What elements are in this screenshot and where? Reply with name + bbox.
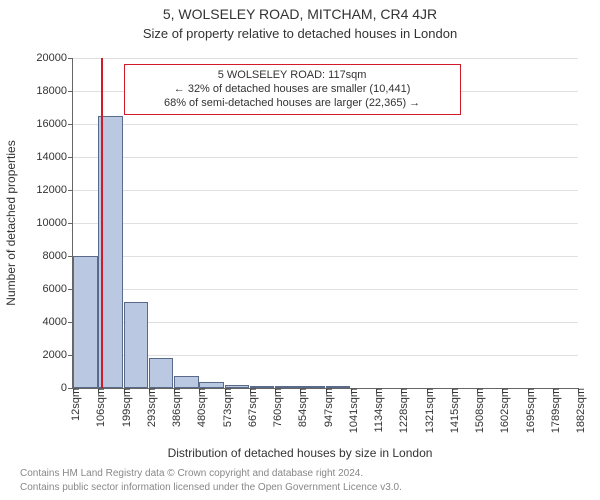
- histogram-bar: [73, 256, 98, 388]
- annotation-line: 5 WOLSELEY ROAD: 117sqm: [131, 69, 454, 83]
- ytick-label: 14000: [36, 151, 73, 163]
- ytick-label: 2000: [43, 349, 73, 361]
- property-marker-line: [101, 58, 103, 388]
- xtick-label: 1134sqm: [367, 388, 385, 432]
- xtick-label: 1789sqm: [544, 388, 562, 433]
- ytick-label: 4000: [43, 316, 73, 328]
- gridline: [73, 322, 578, 323]
- plot-area: 0200040006000800010000120001400016000180…: [72, 58, 578, 389]
- gridline: [73, 124, 578, 125]
- ytick-label: 16000: [36, 118, 73, 130]
- ytick-label: 8000: [43, 250, 73, 262]
- xtick-label: 480sqm: [190, 388, 208, 427]
- x-axis-label: Distribution of detached houses by size …: [0, 446, 600, 460]
- xtick-label: 1882sqm: [569, 388, 587, 433]
- xtick-label: 667sqm: [241, 388, 259, 427]
- gridline: [73, 256, 578, 257]
- xtick-label: 12sqm: [64, 388, 82, 421]
- histogram-bar: [149, 358, 174, 388]
- chart-subtitle: Size of property relative to detached ho…: [0, 26, 600, 41]
- footer-line-1: Contains HM Land Registry data © Crown c…: [20, 468, 363, 479]
- ytick-label: 6000: [43, 283, 73, 295]
- xtick-label: 573sqm: [216, 388, 234, 427]
- footer-line-2: Contains public sector information licen…: [20, 482, 402, 493]
- address-title: 5, WOLSELEY ROAD, MITCHAM, CR4 4JR: [0, 6, 600, 22]
- histogram-bar: [124, 302, 149, 388]
- xtick-label: 760sqm: [266, 388, 284, 427]
- annotation-line: ← 32% of detached houses are smaller (10…: [131, 83, 454, 97]
- ytick-label: 20000: [36, 52, 73, 64]
- xtick-label: 1602sqm: [493, 388, 511, 433]
- xtick-label: 199sqm: [115, 388, 133, 427]
- xtick-label: 1321sqm: [418, 388, 436, 433]
- gridline: [73, 157, 578, 158]
- ytick-label: 10000: [36, 217, 73, 229]
- gridline: [73, 289, 578, 290]
- gridline: [73, 355, 578, 356]
- xtick-label: 386sqm: [165, 388, 183, 427]
- gridline: [73, 190, 578, 191]
- xtick-label: 1508sqm: [468, 388, 486, 433]
- y-axis-label: Number of detached properties: [4, 140, 18, 305]
- xtick-label: 854sqm: [291, 388, 309, 427]
- annotation-line: 68% of semi-detached houses are larger (…: [131, 97, 454, 111]
- figure: 5, WOLSELEY ROAD, MITCHAM, CR4 4JR Size …: [0, 0, 600, 500]
- xtick-label: 1695sqm: [519, 388, 537, 433]
- histogram-bar: [174, 376, 199, 388]
- xtick-label: 293sqm: [140, 388, 158, 427]
- xtick-label: 947sqm: [317, 388, 335, 427]
- ytick-label: 12000: [36, 184, 73, 196]
- xtick-label: 1041sqm: [342, 388, 360, 433]
- xtick-label: 1415sqm: [443, 388, 461, 433]
- gridline: [73, 58, 578, 59]
- gridline: [73, 223, 578, 224]
- xtick-label: 1228sqm: [392, 388, 410, 433]
- annotation-box: 5 WOLSELEY ROAD: 117sqm← 32% of detached…: [124, 64, 461, 115]
- xtick-label: 106sqm: [89, 388, 107, 427]
- ytick-label: 18000: [36, 85, 73, 97]
